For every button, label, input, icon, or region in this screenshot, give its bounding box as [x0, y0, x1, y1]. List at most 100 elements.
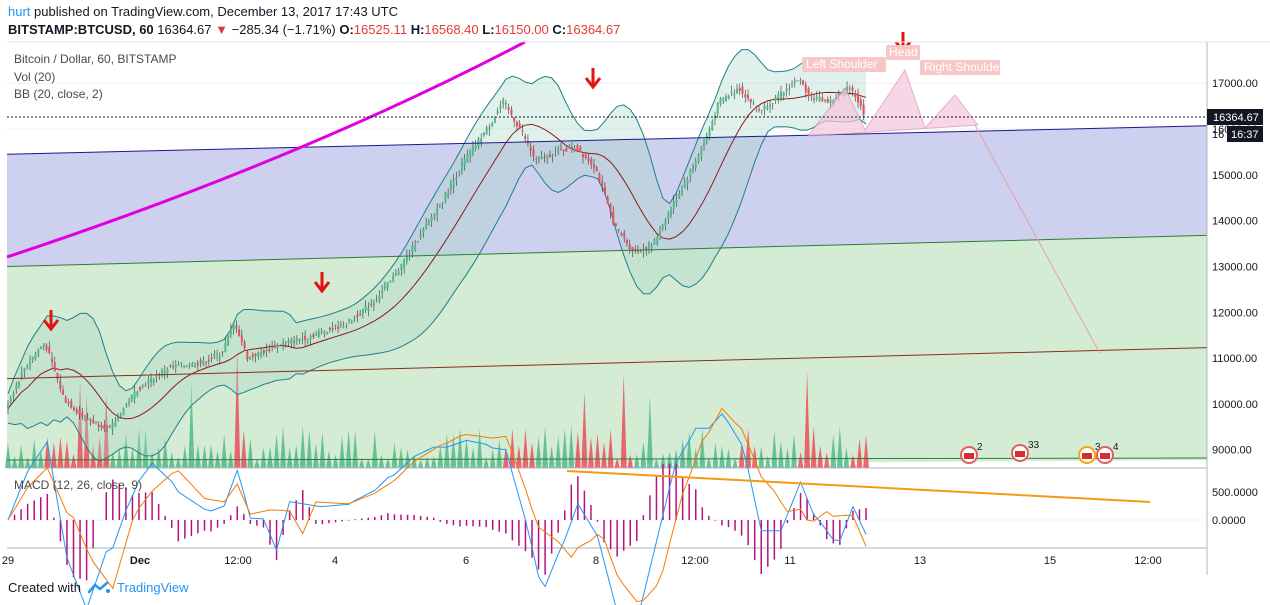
published-text: published on TradingView.com, December 1… — [34, 4, 399, 19]
volume-bar — [705, 457, 712, 468]
candle-body — [658, 231, 661, 238]
volume-bar — [194, 444, 201, 468]
candle-body — [799, 80, 802, 82]
trend-lines — [6, 40, 1208, 461]
volume-bar — [371, 430, 378, 468]
candle-body — [700, 147, 703, 155]
event-badge-count: 3 — [1095, 442, 1101, 453]
candle-body — [647, 243, 650, 248]
candle-body — [804, 84, 807, 93]
candle-body — [683, 182, 686, 188]
volume-bar — [712, 443, 719, 468]
volume-bar — [640, 441, 647, 468]
candle-body — [691, 165, 694, 171]
candle-body — [364, 305, 367, 311]
candle-body — [449, 183, 452, 189]
volume-bar — [607, 429, 614, 468]
candle-body — [31, 356, 34, 361]
event-badge-count: 4 — [1113, 442, 1119, 453]
candle-body — [221, 351, 224, 353]
candle-body — [766, 107, 769, 109]
candle-body — [196, 363, 199, 366]
candle-body — [557, 148, 560, 152]
volume-bar — [522, 428, 529, 468]
volume-bar — [797, 451, 804, 468]
candle-body — [543, 156, 546, 158]
candle-body — [780, 91, 783, 99]
candle-body — [502, 99, 505, 105]
macd-pane — [7, 407, 1207, 605]
volume-bar — [260, 447, 267, 468]
candle-body — [216, 354, 219, 356]
candle-body — [540, 156, 543, 159]
down-arrow-icon: ▼ — [215, 22, 229, 37]
candle-body — [320, 331, 323, 333]
volume-bar — [529, 442, 535, 468]
candle-body — [70, 400, 73, 409]
candle-body — [378, 295, 381, 301]
open-label: O: — [339, 22, 354, 37]
volume-bar — [502, 446, 509, 468]
created-with-text: Created with — [8, 580, 81, 595]
price-tick-label: 17000.00 — [1212, 78, 1258, 90]
volume-bar — [136, 427, 142, 468]
candle-body — [686, 179, 689, 185]
time-tick-label: 4 — [332, 555, 338, 567]
candle-body — [130, 394, 133, 402]
candle-body — [411, 245, 414, 253]
candle-body — [669, 209, 672, 216]
candle-body — [397, 271, 400, 276]
candle-body — [584, 154, 587, 158]
volume-bar — [24, 457, 31, 468]
candle-body — [733, 92, 736, 96]
candle-body — [832, 100, 835, 105]
author-link[interactable]: hurt — [8, 4, 31, 19]
volume-bar — [823, 452, 830, 468]
candle-body — [777, 94, 780, 99]
candle-body — [12, 393, 15, 397]
candle-body — [463, 158, 466, 166]
tradingview-brand-link[interactable]: TradingView — [116, 580, 189, 595]
high-label: H: — [410, 22, 425, 37]
candle-body — [846, 86, 849, 91]
flag-stripes — [964, 453, 974, 459]
time-tick-label: Dec — [130, 555, 150, 567]
candle-body — [268, 349, 271, 352]
volume-bar — [699, 428, 706, 468]
candle-body — [532, 149, 535, 157]
candle-body — [400, 263, 403, 271]
candle-body — [444, 192, 447, 202]
volume-bar — [587, 437, 594, 468]
candle-body — [326, 332, 329, 334]
volume-bar — [515, 445, 522, 468]
candle-body — [818, 96, 821, 101]
candle-body — [727, 95, 730, 99]
time-tick-label: 12:00 — [224, 555, 252, 567]
candle-body — [56, 372, 59, 380]
candle-body — [477, 138, 480, 147]
volume-bar — [718, 445, 725, 468]
close-label: C: — [552, 22, 567, 37]
candle-body — [128, 402, 131, 404]
time-tick-label: 15 — [1044, 555, 1056, 567]
candle-body — [614, 223, 617, 226]
tradingview-logo-icon[interactable] — [87, 581, 111, 595]
price-axis: 17000.0016000.0015000.0014000.0013000.00… — [1212, 78, 1258, 456]
candle-body — [466, 154, 469, 162]
candle-body — [53, 362, 56, 372]
candle-body — [598, 173, 601, 182]
candle-body — [661, 225, 664, 230]
candle-body — [425, 223, 428, 229]
candle-body — [224, 342, 227, 352]
ohlc-line: BITSTAMP:BTCUSD, 60 16364.67 ▼ −285.34 (… — [8, 22, 620, 37]
candle-body — [392, 276, 395, 282]
volume-bar — [463, 437, 470, 468]
left-shoulder-badge — [802, 57, 886, 72]
candle-body — [163, 371, 166, 374]
candle-body — [361, 309, 364, 314]
candle-body — [620, 233, 623, 236]
volume-bar — [37, 450, 44, 468]
candle-body — [496, 110, 499, 114]
candle-body — [356, 314, 359, 317]
